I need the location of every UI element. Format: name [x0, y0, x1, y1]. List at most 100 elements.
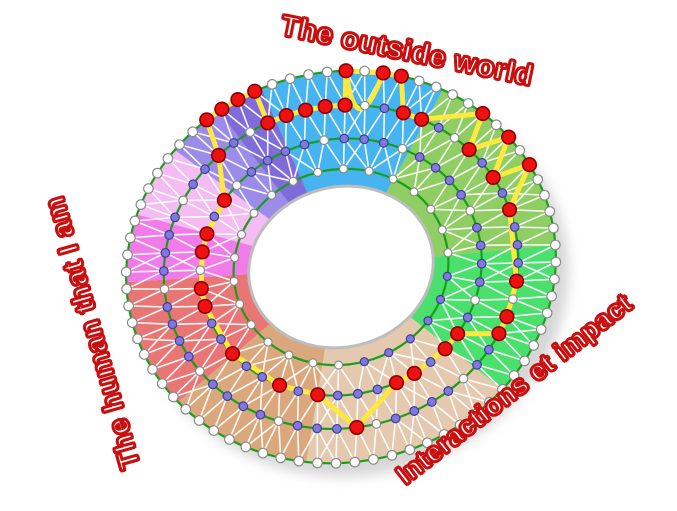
- node: [549, 239, 561, 251]
- node: [174, 139, 185, 151]
- highlight-node: [224, 346, 241, 362]
- highlight-node: [395, 105, 411, 121]
- node: [338, 164, 349, 174]
- node: [477, 157, 488, 168]
- nodes-rim: [120, 63, 562, 469]
- node: [124, 232, 136, 244]
- node: [443, 248, 453, 258]
- node: [293, 386, 304, 397]
- node: [483, 396, 495, 408]
- node: [368, 453, 379, 465]
- highlight-node: [260, 115, 276, 131]
- node: [238, 401, 249, 412]
- node: [352, 388, 363, 399]
- node: [231, 180, 242, 191]
- node: [472, 359, 482, 370]
- node: [246, 320, 256, 330]
- node: [425, 357, 436, 367]
- node: [319, 135, 330, 146]
- node: [262, 155, 273, 166]
- highlight-node: [375, 65, 391, 81]
- highlight-node: [271, 377, 288, 393]
- node: [426, 204, 436, 214]
- highlight-node: [230, 91, 246, 108]
- highlight-node: [194, 244, 210, 260]
- node: [454, 419, 466, 431]
- node: [299, 139, 310, 150]
- highlight-node: [509, 273, 525, 289]
- node: [497, 383, 508, 395]
- node: [159, 284, 170, 295]
- node: [359, 134, 370, 145]
- node: [120, 266, 132, 278]
- highlight-node: [199, 226, 215, 242]
- node: [430, 81, 442, 93]
- node: [280, 146, 291, 157]
- node: [255, 409, 266, 420]
- highlight-node: [475, 105, 491, 122]
- node: [126, 317, 138, 328]
- node: [223, 434, 235, 445]
- node: [397, 143, 408, 154]
- node: [208, 425, 220, 436]
- node: [475, 240, 486, 251]
- node: [519, 355, 530, 367]
- node: [303, 69, 314, 81]
- node: [359, 65, 371, 77]
- node: [194, 366, 205, 377]
- node: [209, 211, 220, 222]
- node: [430, 162, 441, 173]
- node: [332, 423, 342, 434]
- node: [386, 449, 398, 461]
- node: [147, 363, 158, 375]
- node: [547, 222, 559, 234]
- node: [267, 190, 277, 200]
- node: [390, 413, 401, 424]
- node: [513, 258, 524, 268]
- node: [514, 144, 526, 156]
- node: [284, 73, 296, 85]
- node: [187, 126, 199, 138]
- node: [313, 167, 323, 177]
- highlight-node: [193, 280, 209, 297]
- nodes-inner: [229, 164, 453, 370]
- highlight-node: [349, 419, 365, 436]
- node: [293, 455, 305, 467]
- node: [372, 384, 383, 395]
- mesh-lines: [125, 70, 557, 464]
- node: [207, 379, 218, 390]
- node: [409, 406, 420, 416]
- node: [490, 119, 502, 131]
- node: [162, 153, 174, 164]
- node: [215, 334, 226, 345]
- node: [409, 187, 419, 197]
- sector-pink-bright: [126, 214, 254, 283]
- node: [509, 222, 520, 232]
- highlight-node: [210, 147, 227, 164]
- node: [257, 447, 269, 459]
- highlight-node: [485, 169, 501, 186]
- node: [388, 174, 398, 184]
- node: [426, 397, 437, 407]
- node: [240, 441, 252, 453]
- node: [249, 208, 259, 218]
- node: [413, 75, 425, 87]
- node: [121, 283, 133, 295]
- node: [164, 230, 175, 240]
- node: [129, 215, 141, 227]
- node: [349, 456, 361, 468]
- node: [236, 229, 247, 240]
- node: [160, 247, 171, 258]
- node: [483, 344, 494, 355]
- node: [138, 348, 150, 360]
- node: [122, 249, 133, 261]
- node: [170, 212, 180, 223]
- node: [541, 307, 553, 319]
- node: [414, 152, 425, 162]
- node: [167, 391, 179, 403]
- node: [469, 408, 481, 420]
- node: [444, 175, 455, 186]
- node: [167, 319, 178, 330]
- highlight-node: [406, 365, 422, 382]
